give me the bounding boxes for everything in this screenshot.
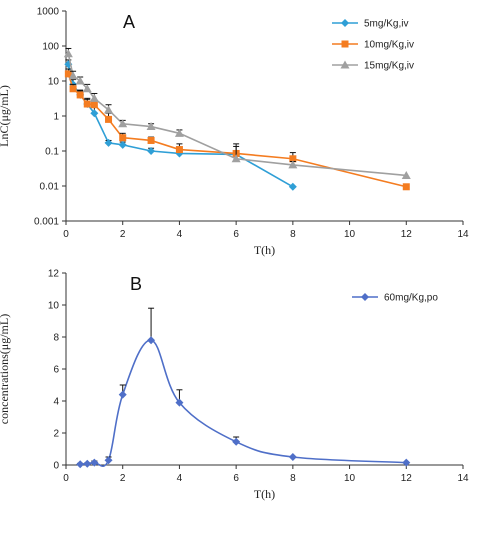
data-point xyxy=(83,459,92,468)
data-point xyxy=(289,155,297,163)
y-tick-label: 0.001 xyxy=(34,217,59,228)
data-point xyxy=(105,115,113,123)
data-point xyxy=(175,146,183,154)
legend-swatch-marker xyxy=(341,19,349,27)
data-point xyxy=(175,398,184,407)
data-point xyxy=(174,128,184,137)
y-tick-label: 100 xyxy=(42,42,59,53)
legend-label: 5mg/Kg,iv xyxy=(364,19,408,30)
legend-label: 15mg/Kg,iv xyxy=(364,61,414,72)
y-tick-label: 2 xyxy=(53,429,59,440)
y-tick-label: 4 xyxy=(53,397,59,408)
legend-swatch-marker xyxy=(361,293,369,301)
y-tick-label: 10 xyxy=(48,301,60,312)
panel-label: B xyxy=(130,274,142,294)
data-point xyxy=(288,453,297,461)
series-1: 10mg/Kg,iv xyxy=(64,40,414,191)
x-tick-label: 14 xyxy=(457,229,469,240)
data-point xyxy=(104,456,113,465)
x-tick-label: 6 xyxy=(233,473,239,484)
legend-swatch-marker xyxy=(341,40,349,48)
data-point xyxy=(118,140,127,149)
data-point xyxy=(75,76,85,85)
data-point xyxy=(147,336,156,345)
data-point xyxy=(288,182,297,191)
data-point xyxy=(231,154,241,163)
data-point xyxy=(118,119,128,128)
y-tick-label: 8 xyxy=(53,333,59,344)
x-tick-label: 8 xyxy=(290,473,296,484)
data-point xyxy=(69,85,77,93)
chart-panel-b: 0 2 4 6 8 10 12 0 2 4 6 8 10 12 14 T(h) concentrations(μ… xyxy=(0,269,469,502)
x-tick-label: 8 xyxy=(290,229,296,240)
data-point xyxy=(76,460,85,469)
x-tick-label: 10 xyxy=(344,229,356,240)
y-tick-label: 0.01 xyxy=(40,182,60,193)
y-tick-label: 10 xyxy=(48,77,60,88)
data-point xyxy=(90,101,98,109)
x-tick-label: 2 xyxy=(120,473,126,484)
data-point xyxy=(83,100,91,108)
data-point xyxy=(64,70,72,78)
data-point xyxy=(90,458,99,467)
data-point xyxy=(104,105,114,114)
y-tick-label: 1000 xyxy=(37,7,60,18)
data-point xyxy=(76,91,84,99)
x-tick-label: 0 xyxy=(63,229,69,240)
x-tick-label: 2 xyxy=(120,229,126,240)
x-tick-label: 12 xyxy=(401,473,413,484)
data-point xyxy=(90,109,99,118)
x-tick-label: 10 xyxy=(344,473,356,484)
data-point xyxy=(104,138,113,147)
x-tick-label: 4 xyxy=(177,473,183,484)
data-point xyxy=(288,160,298,169)
y-axis-label: concentrations(μg/mL) xyxy=(0,314,11,424)
data-point xyxy=(147,136,155,144)
data-point xyxy=(401,170,411,179)
x-tick-label: 12 xyxy=(401,229,413,240)
legend-label: 60mg/Kg,po xyxy=(384,293,438,304)
series-2: 15mg/Kg,iv xyxy=(63,47,414,179)
x-tick-label: 14 xyxy=(457,473,469,484)
x-tick-label: 0 xyxy=(63,473,69,484)
x-tick-label: 4 xyxy=(177,229,183,240)
data-point xyxy=(232,437,241,446)
x-axis-label: T(h) xyxy=(254,243,275,257)
y-tick-label: 0 xyxy=(53,461,59,472)
series-line xyxy=(80,339,407,467)
data-point xyxy=(146,122,156,131)
series-0: 60mg/Kg,po xyxy=(76,293,438,469)
data-point xyxy=(119,134,127,142)
y-tick-label: 0.1 xyxy=(45,147,59,158)
data-point xyxy=(147,147,156,155)
data-point xyxy=(82,84,92,93)
x-axis-label: T(h) xyxy=(254,487,275,501)
chart-panel-a: 0.001 0.01 0.1 1 10 100 1000 0 2 4 6 8 10 12 14 T(h) LnC… xyxy=(0,7,469,258)
legend-label: 10mg/Kg,iv xyxy=(364,40,414,51)
data-point xyxy=(89,93,99,102)
series-line xyxy=(67,73,407,188)
data-point xyxy=(68,71,78,80)
y-axis-label: LnC(μg/mL) xyxy=(0,85,11,147)
data-point xyxy=(402,458,411,467)
y-tick-label: 12 xyxy=(48,269,60,280)
x-tick-label: 6 xyxy=(233,229,239,240)
y-tick-label: 1 xyxy=(53,112,59,123)
legend-swatch-marker xyxy=(340,60,350,69)
y-tick-label: 6 xyxy=(53,365,59,376)
data-point xyxy=(118,390,127,399)
data-point xyxy=(402,183,410,191)
panel-label: A xyxy=(123,12,135,32)
data-point xyxy=(63,49,73,58)
series-line xyxy=(67,64,294,188)
